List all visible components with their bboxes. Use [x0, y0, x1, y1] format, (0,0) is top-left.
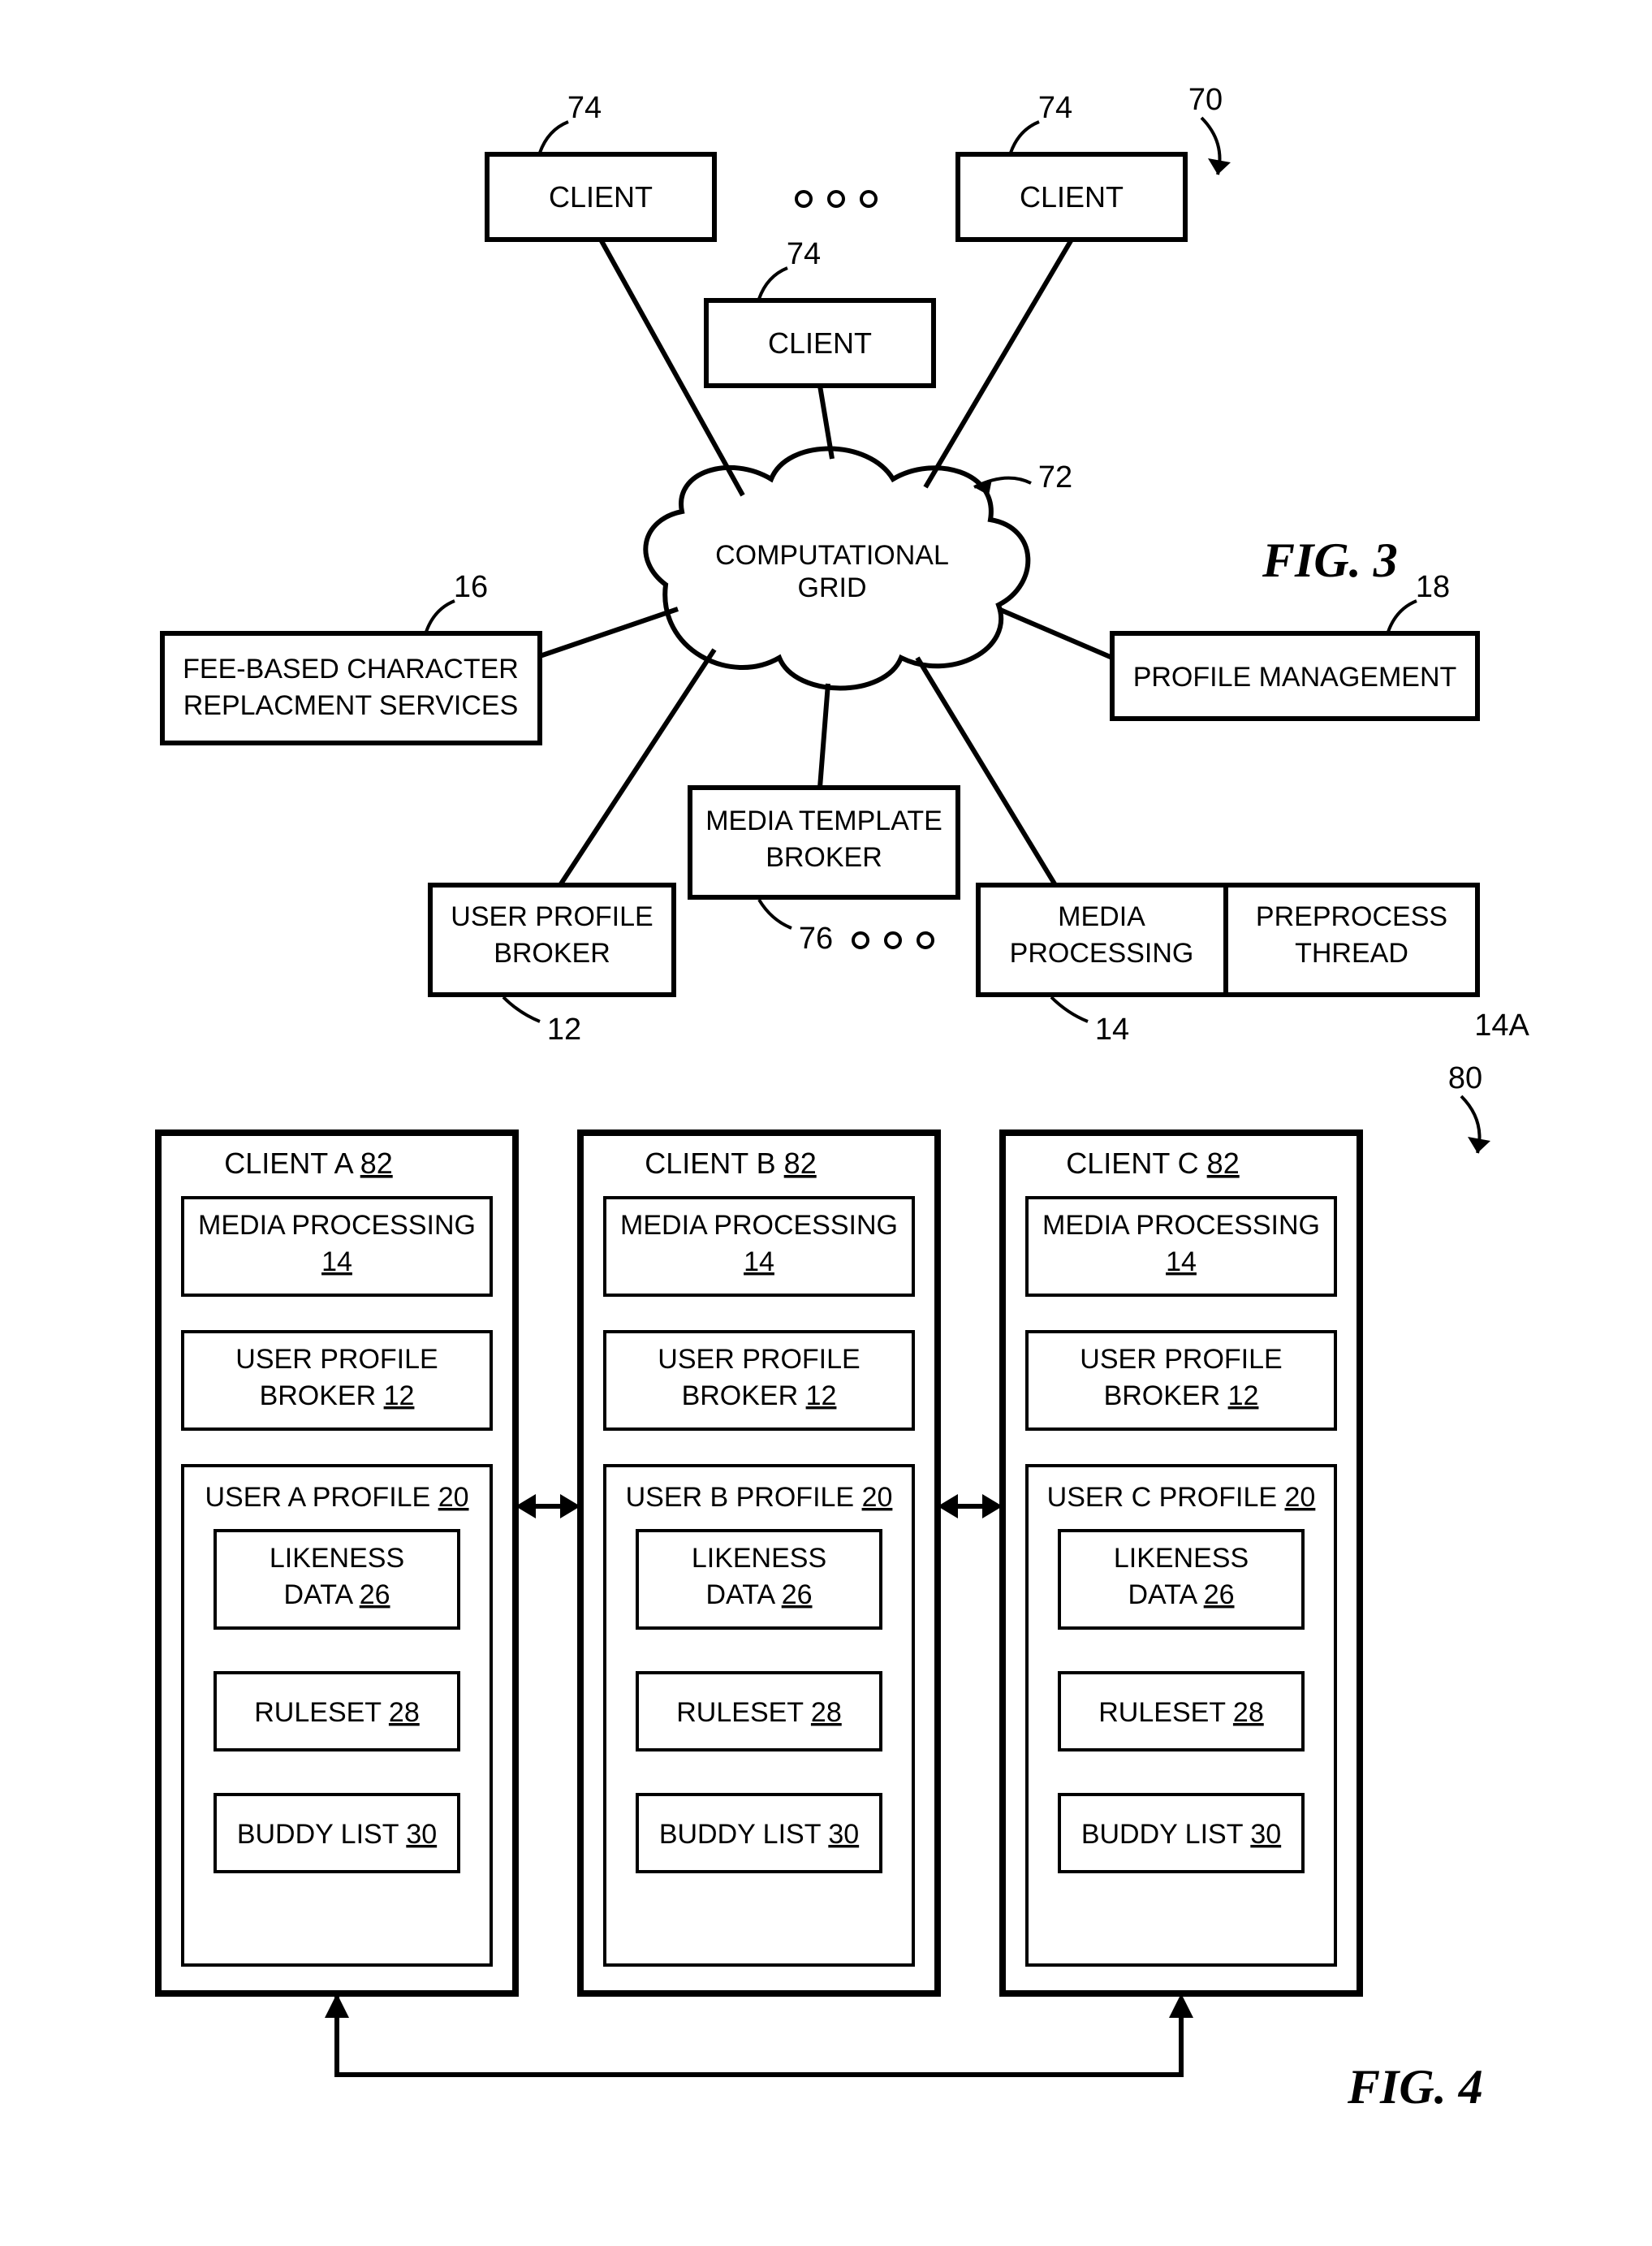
- b-upb2: BROKER 12: [682, 1380, 837, 1411]
- b-profile-title: USER B PROFILE 20: [626, 1482, 893, 1513]
- cloud-label-top: COMPUTATIONAL: [715, 540, 949, 571]
- ref-leader-16: [426, 601, 455, 632]
- client-a-column: CLIENT A 82 MEDIA PROCESSING 14 USER PRO…: [158, 1133, 515, 1993]
- ref-leader-14: [1051, 997, 1088, 1021]
- c-media-proc-ref: 14: [1166, 1246, 1197, 1277]
- a-upb2: BROKER 12: [260, 1380, 415, 1411]
- b-likeness2: DATA 26: [705, 1579, 812, 1610]
- dots-icon: [796, 192, 811, 206]
- arrow-a-b: [515, 1494, 580, 1518]
- edge: [540, 609, 678, 656]
- arrow-a-c-bottom: [325, 1993, 1193, 2075]
- ref-label-76: 76: [799, 922, 833, 956]
- a-buddy: BUDDY LIST 30: [237, 1819, 437, 1850]
- upb-l1: USER PROFILE: [451, 901, 653, 932]
- mtb-l1: MEDIA TEMPLATE: [705, 806, 942, 836]
- edge: [925, 240, 1072, 487]
- figure-3-title: FIG. 3: [1262, 533, 1398, 587]
- b-upb: USER PROFILE: [658, 1344, 860, 1375]
- ref-label-72: 72: [1038, 460, 1072, 495]
- ref-label-12: 12: [547, 1013, 581, 1047]
- ref-label-74-tr: 74: [1038, 91, 1072, 125]
- edge: [820, 684, 828, 788]
- cloud-label-bot: GRID: [798, 572, 867, 603]
- ref-label-18: 18: [1416, 570, 1450, 604]
- arrow-b-c: [938, 1494, 1003, 1518]
- ref-label-16: 16: [454, 570, 488, 604]
- b-media-proc-ref: 14: [744, 1246, 774, 1277]
- c-likeness: LIKENESS: [1114, 1543, 1249, 1574]
- ref-label-74-tl: 74: [567, 91, 602, 125]
- figure-4: 80 CLIENT A 82 MEDIA PROCESSING 14 USER …: [158, 1061, 1490, 2114]
- client-b-column: CLIENT B 82 MEDIA PROCESSING 14 USER PRO…: [580, 1133, 938, 1993]
- client-label-tl: CLIENT: [549, 180, 653, 214]
- dots-icon: [829, 192, 843, 206]
- ref-label-80: 80: [1448, 1061, 1482, 1095]
- ref-label-74-mid: 74: [787, 237, 821, 271]
- c-upb: USER PROFILE: [1080, 1344, 1282, 1375]
- mp-l1: MEDIA: [1058, 901, 1145, 932]
- ref-leader-18: [1388, 601, 1417, 632]
- ref-arrowhead-70: [1208, 158, 1231, 175]
- client-a-title: CLIENT A 82: [224, 1147, 392, 1180]
- b-likeness: LIKENESS: [692, 1543, 826, 1574]
- a-upb: USER PROFILE: [235, 1344, 438, 1375]
- ref-leader-12: [503, 997, 540, 1021]
- pt-l2: THREAD: [1295, 938, 1408, 969]
- a-likeness: LIKENESS: [270, 1543, 404, 1574]
- mtb-l2: BROKER: [766, 842, 882, 873]
- client-label-tr: CLIENT: [1020, 180, 1124, 214]
- ref-leader-74-tl: [540, 122, 568, 153]
- patent-figures: 70 COMPUTATIONAL GRID 72 CLIENT 74 CLIEN…: [0, 0, 1652, 2246]
- client-c-column: CLIENT C 82 MEDIA PROCESSING 14 USER PRO…: [1003, 1133, 1360, 1993]
- dots-icon: [861, 192, 876, 206]
- c-upb2: BROKER 12: [1104, 1380, 1259, 1411]
- mp-l2: PROCESSING: [1010, 938, 1194, 969]
- c-likeness2: DATA 26: [1128, 1579, 1234, 1610]
- ref-leader-74-mid: [759, 268, 787, 299]
- edge: [999, 609, 1112, 658]
- ref-leader-74-tr: [1011, 122, 1039, 153]
- ref-label-14: 14: [1095, 1013, 1129, 1047]
- a-profile-title: USER A PROFILE 20: [205, 1482, 468, 1513]
- figure-4-title: FIG. 4: [1347, 2060, 1483, 2114]
- dots-icon: [918, 933, 933, 948]
- a-ruleset: RULESET 28: [254, 1697, 420, 1728]
- b-ruleset: RULESET 28: [676, 1697, 842, 1728]
- ref-label-14a: 14A: [1474, 1009, 1529, 1043]
- profile-mgmt-label: PROFILE MANAGEMENT: [1133, 662, 1457, 693]
- ref-leader-76: [759, 900, 791, 928]
- b-media-proc: MEDIA PROCESSING: [620, 1210, 898, 1241]
- b-buddy: BUDDY LIST 30: [659, 1819, 859, 1850]
- a-media-proc: MEDIA PROCESSING: [198, 1210, 476, 1241]
- a-likeness2: DATA 26: [283, 1579, 390, 1610]
- ref-label-70: 70: [1188, 83, 1223, 117]
- fee-services-l1: FEE-BASED CHARACTER: [183, 654, 519, 685]
- ref-ah-80: [1468, 1137, 1490, 1153]
- pt-l1: PREPROCESS: [1256, 901, 1447, 932]
- c-buddy: BUDDY LIST 30: [1081, 1819, 1281, 1850]
- upb-l2: BROKER: [494, 938, 610, 969]
- c-profile-title: USER C PROFILE 20: [1047, 1482, 1316, 1513]
- computational-grid-cloud: COMPUTATIONAL GRID: [645, 449, 1028, 689]
- figure-3: 70 COMPUTATIONAL GRID 72 CLIENT 74 CLIEN…: [162, 83, 1529, 1047]
- fee-services-box: [162, 633, 540, 743]
- dots-icon: [853, 933, 868, 948]
- dots-icon: [886, 933, 900, 948]
- fee-services-l2: REPLACMENT SERVICES: [183, 690, 519, 721]
- c-ruleset: RULESET 28: [1098, 1697, 1264, 1728]
- client-b-title: CLIENT B 82: [645, 1147, 816, 1180]
- c-media-proc: MEDIA PROCESSING: [1042, 1210, 1320, 1241]
- client-c-title: CLIENT C 82: [1066, 1147, 1239, 1180]
- a-media-proc-ref: 14: [321, 1246, 352, 1277]
- client-label-mid: CLIENT: [768, 326, 872, 360]
